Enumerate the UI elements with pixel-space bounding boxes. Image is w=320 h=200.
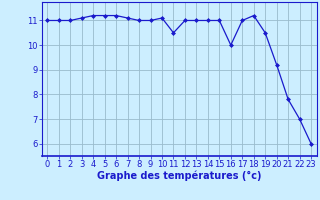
X-axis label: Graphe des températures (°c): Graphe des températures (°c) bbox=[97, 171, 261, 181]
